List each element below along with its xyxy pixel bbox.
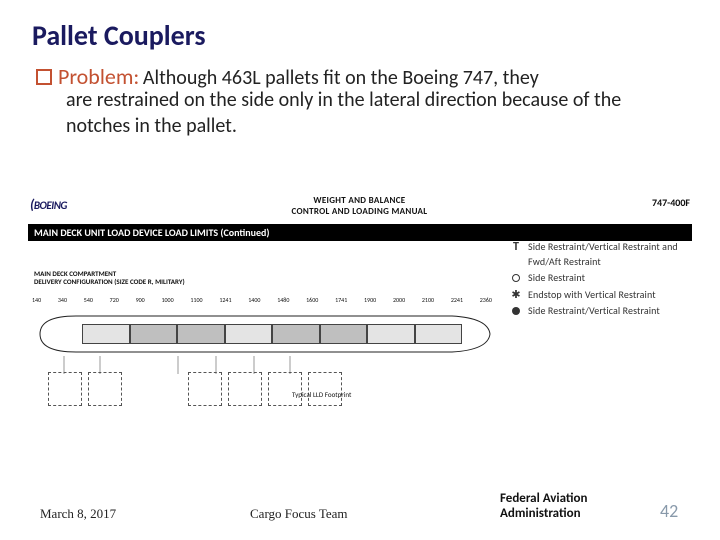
tick: 1241: [219, 296, 231, 304]
pallet-row: [82, 324, 462, 344]
station-ruler: 140 340 540 720 900 1000 1100 1241 1400 …: [32, 296, 492, 310]
legend-text-3: Side Restraint/Vertical Restraint: [528, 304, 660, 319]
pallet-cell: [177, 324, 225, 344]
footer-agency: Federal Aviation Administration: [500, 491, 650, 522]
legend-sym-T-icon: T: [510, 241, 522, 253]
tick: 1741: [335, 296, 347, 304]
tick: 1100: [190, 296, 202, 304]
manual-model: 747-400F: [652, 196, 690, 209]
legend-row-0: T Side Restraint/Vertical Restraint and …: [510, 240, 692, 269]
tick: 1400: [248, 296, 260, 304]
legend-text-0: Side Restraint/Vertical Restraint and Fw…: [528, 240, 692, 269]
tick: 340: [58, 296, 67, 304]
lld-box: [268, 372, 302, 406]
footer: March 8, 2017 Cargo Focus Team Federal A…: [0, 491, 720, 522]
page-number: 42: [660, 500, 678, 522]
tick: 540: [84, 296, 93, 304]
bullet-row: Problem: Although 463L pallets fit on th…: [36, 63, 688, 90]
lld-box: [188, 372, 222, 406]
square-bullet-icon: [36, 69, 52, 85]
pallet-cell: [225, 324, 273, 344]
legend-text-1: Side Restraint: [528, 271, 585, 286]
manual-title-l2: CONTROL AND LOADING MANUAL: [291, 207, 427, 218]
problem-label: Problem:: [58, 63, 139, 90]
tick: 1600: [306, 296, 318, 304]
legend-row-1: Side Restraint: [510, 271, 692, 286]
problem-body: are restrained on the side only in the l…: [66, 88, 686, 139]
tick: 1900: [364, 296, 376, 304]
tick: 1000: [161, 296, 173, 304]
legend: T Side Restraint/Vertical Restraint and …: [510, 240, 692, 321]
bullet-lead: Problem: Although 463L pallets fit on th…: [58, 63, 539, 90]
pallet-cell: [320, 324, 368, 344]
section-bar: MAIN DECK UNIT LOAD DEVICE LOAD LIMITS (…: [28, 224, 692, 241]
pallet-cell: [272, 324, 320, 344]
lld-footprint-row: [48, 372, 488, 422]
manual-header: (BOEING WEIGHT AND BALANCE CONTROL AND L…: [28, 196, 692, 218]
tick: 2000: [393, 296, 405, 304]
boeing-logo: (BOEING: [30, 196, 67, 213]
tick: 2360: [480, 296, 492, 304]
pallet-cell: [82, 324, 130, 344]
tick: 900: [136, 296, 145, 304]
ruler-ticks: 140 340 540 720 900 1000 1100 1241 1400 …: [32, 296, 492, 304]
tick: 720: [110, 296, 119, 304]
tick: 140: [32, 296, 41, 304]
deck-label-l2: DELIVERY CONFIGURATION (SIZE CODE R, MIL…: [34, 278, 185, 286]
legend-sym-circle-open-icon: [510, 272, 522, 282]
legend-text-2: Endstop with Vertical Restraint: [528, 288, 656, 303]
lld-label: Typical LLD Footprint: [292, 390, 351, 399]
slide-title: Pallet Couplers: [32, 18, 688, 53]
manual-title: WEIGHT AND BALANCE CONTROL AND LOADING M…: [291, 196, 427, 218]
manual-diagram: (BOEING WEIGHT AND BALANCE CONTROL AND L…: [28, 196, 692, 456]
problem-lead: Although 463L pallets fit on the Boeing …: [143, 66, 539, 90]
pallet-cell: [130, 324, 178, 344]
fuselage-diagram: [32, 312, 492, 356]
tick: 2241: [451, 296, 463, 304]
lld-box: [48, 372, 82, 406]
tick: 1480: [277, 296, 289, 304]
pallet-cell: [415, 324, 463, 344]
deck-label: MAIN DECK COMPARTMENT DELIVERY CONFIGURA…: [34, 270, 185, 287]
slide-root: Pallet Couplers Problem: Although 463L p…: [0, 0, 720, 540]
lld-gap: [128, 372, 188, 422]
footer-date: March 8, 2017: [40, 506, 250, 522]
footer-agency-l1: Federal Aviation: [500, 491, 650, 507]
lld-box: [308, 372, 342, 406]
footer-agency-l2: Administration: [500, 506, 650, 522]
tick: 2100: [422, 296, 434, 304]
pallet-cell: [367, 324, 415, 344]
legend-row-3: Side Restraint/Vertical Restraint: [510, 304, 692, 319]
legend-sym-circle-fill-icon: [510, 305, 522, 315]
lld-box: [88, 372, 122, 406]
footer-team: Cargo Focus Team: [250, 506, 500, 522]
lld-box: [228, 372, 262, 406]
legend-sym-star-icon: ✱: [510, 289, 522, 300]
legend-row-2: ✱ Endstop with Vertical Restraint: [510, 288, 692, 303]
